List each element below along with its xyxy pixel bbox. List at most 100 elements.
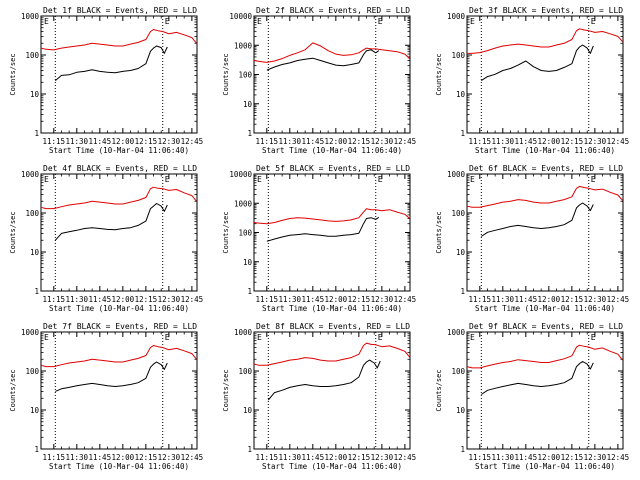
lld-series-line: [466, 185, 623, 208]
panel-title: Det 8f BLACK = Events, RED = LLD: [256, 322, 410, 331]
x-tick-label: 11:45: [515, 453, 538, 462]
lld-series-line: [466, 344, 623, 369]
x-tick-label: 12:00: [325, 453, 348, 462]
x-tick-label: 12:00: [538, 453, 561, 462]
panel-title: Det 5f BLACK = Events, RED = LLD: [256, 164, 410, 173]
y-axis-label: Counts/sec: [222, 211, 230, 253]
lld-series-line: [40, 186, 197, 210]
y-tick-label: 100: [25, 367, 39, 376]
y-tick-label: 10: [243, 100, 253, 109]
detector-panel: Det 1f BLACK = Events, RED = LLD 1 10 100 10…: [9, 6, 203, 155]
detector-panel: Det 7f BLACK = Events, RED = LLD 1 10 100 10…: [9, 322, 203, 471]
x-tick-label: 12:15: [561, 295, 584, 304]
attenuator-marker: E: [165, 175, 170, 184]
x-tick-label: 12:45: [607, 137, 630, 146]
attenuator-marker: E: [378, 175, 383, 184]
y-axis-label: Counts/sec: [435, 369, 443, 411]
plot-frame: [40, 15, 198, 134]
y-tick-label: 1000: [234, 41, 253, 50]
x-tick-label: 12:30: [371, 453, 394, 462]
y-tick-label: 10: [456, 406, 466, 415]
x-tick-label: 12:45: [607, 295, 630, 304]
attenuator-marker: E: [378, 333, 383, 342]
y-axis-label: Counts/sec: [222, 53, 230, 95]
attenuator-marker: E: [470, 17, 475, 26]
x-tick-label: 12:45: [394, 295, 417, 304]
y-tick-label: 10: [30, 248, 40, 257]
x-tick-label: 12:15: [348, 295, 371, 304]
x-tick-label: 12:30: [584, 453, 607, 462]
lld-series-line: [253, 342, 410, 366]
plot-frame: [466, 15, 624, 134]
y-tick-label: 100: [451, 209, 465, 218]
y-tick-label: 1: [247, 129, 252, 138]
y-tick-label: 100: [25, 51, 39, 60]
panel-title: Det 2f BLACK = Events, RED = LLD: [256, 6, 410, 15]
lld-series-line: [40, 29, 197, 51]
y-tick-label: 1000: [234, 199, 253, 208]
attenuator-marker: E: [378, 17, 383, 26]
y-tick-label: 1: [460, 445, 465, 454]
y-tick-label: 1: [34, 287, 39, 296]
lld-series-line: [467, 28, 623, 54]
panel-title: Det 4f BLACK = Events, RED = LLD: [43, 164, 197, 173]
x-tick-label: 11:45: [89, 453, 112, 462]
x-axis-label: Start Time (10-Mar-04 11:06:40): [262, 146, 402, 155]
x-tick-label: 12:15: [348, 137, 371, 146]
x-tick-label: 12:30: [371, 295, 394, 304]
y-tick-label: 10: [456, 248, 466, 257]
y-tick-label: 10: [456, 90, 466, 99]
events-series-line: [481, 202, 594, 237]
y-tick-label: 100: [238, 229, 252, 238]
detector-panel: Det 3f BLACK = Events, RED = LLD 1 10 100 10…: [435, 6, 629, 155]
x-axis-label: Start Time (10-Mar-04 11:06:40): [475, 462, 615, 471]
attenuator-marker: E: [470, 175, 475, 184]
panel-title: Det 9f BLACK = Events, RED = LLD: [469, 322, 623, 331]
x-tick-label: 11:45: [302, 137, 325, 146]
y-tick-label: 100: [238, 367, 252, 376]
panel-title: Det 3f BLACK = Events, RED = LLD: [469, 6, 623, 15]
y-axis-label: Counts/sec: [9, 53, 17, 95]
panel-title: Det 6f BLACK = Events, RED = LLD: [469, 164, 623, 173]
x-tick-label: 11:15: [468, 137, 491, 146]
events-series-line: [55, 361, 168, 392]
events-series-line: [54, 203, 168, 241]
y-tick-label: 1000: [447, 12, 466, 21]
detector-panel: Det 5f BLACK = Events, RED = LLD 1 10 100 10…: [222, 164, 416, 313]
y-axis-label: Counts/sec: [435, 211, 443, 253]
y-tick-label: 10: [30, 406, 40, 415]
plot-frame: [253, 15, 411, 134]
events-series-line: [266, 49, 380, 71]
y-tick-label: 1000: [21, 170, 40, 179]
x-tick-label: 11:15: [42, 453, 65, 462]
x-tick-label: 11:30: [279, 295, 302, 304]
y-tick-label: 10: [243, 406, 253, 415]
plot-frame: [466, 173, 624, 292]
x-tick-label: 12:30: [584, 295, 607, 304]
x-tick-label: 12:15: [135, 453, 158, 462]
y-tick-label: 10000: [229, 12, 252, 21]
x-tick-label: 12:15: [135, 137, 158, 146]
panel-title: Det 1f BLACK = Events, RED = LLD: [43, 6, 197, 15]
y-axis-label: Counts/sec: [222, 369, 230, 411]
x-axis-label: Start Time (10-Mar-04 11:06:40): [49, 462, 189, 471]
attenuator-marker: E: [470, 333, 475, 342]
x-tick-label: 11:30: [279, 137, 302, 146]
attenuator-marker: E: [257, 175, 262, 184]
y-tick-label: 1000: [234, 328, 253, 337]
detector-panel: Det 6f BLACK = Events, RED = LLD 1 10 100 10…: [435, 164, 629, 313]
y-tick-label: 1: [34, 129, 39, 138]
x-tick-label: 12:00: [112, 137, 135, 146]
attenuator-marker: E: [257, 17, 262, 26]
x-tick-label: 12:00: [538, 137, 561, 146]
attenuator-marker: E: [165, 17, 170, 26]
x-tick-label: 12:30: [584, 137, 607, 146]
detector-panel: Det 9f BLACK = Events, RED = LLD 1 10 100 10…: [435, 322, 629, 471]
detector-panel: Det 2f BLACK = Events, RED = LLD 1 10 100 10…: [222, 6, 416, 155]
y-tick-label: 100: [25, 209, 39, 218]
events-series-line: [54, 45, 168, 81]
y-tick-label: 10: [243, 258, 253, 267]
attenuator-marker: E: [165, 333, 170, 342]
y-tick-label: 1000: [21, 12, 40, 21]
